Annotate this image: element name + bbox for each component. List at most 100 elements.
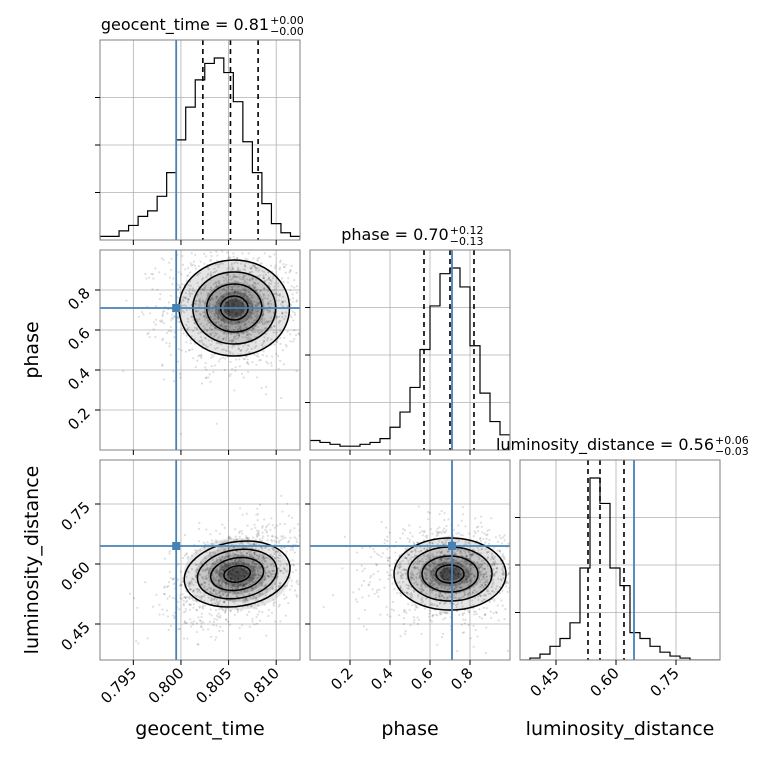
sample-point — [400, 594, 403, 597]
sample-point — [220, 565, 223, 568]
sample-point — [532, 569, 534, 571]
sample-point — [203, 604, 207, 607]
sample-point — [253, 596, 256, 599]
truth-marker — [448, 542, 456, 550]
sample-point — [214, 571, 217, 575]
sample-point — [496, 567, 499, 570]
sample-point — [253, 580, 256, 584]
sample-point — [239, 294, 242, 297]
sample-point — [251, 327, 254, 330]
sample-point — [237, 285, 240, 288]
sample-point — [247, 299, 250, 302]
sample-point — [479, 540, 483, 543]
sample-point — [245, 278, 249, 281]
sample-point — [226, 564, 229, 567]
title-minus: −0.03 — [715, 445, 749, 458]
sample-point — [239, 262, 243, 265]
sample-point — [166, 585, 169, 589]
sample-point — [420, 529, 423, 533]
sample-point — [246, 613, 249, 617]
sample-point — [210, 328, 213, 331]
sample-point — [194, 366, 197, 369]
sample-point — [258, 321, 261, 324]
sample-point — [242, 247, 244, 249]
sample-point — [329, 329, 331, 331]
sample-point — [523, 537, 525, 539]
sample-point — [461, 552, 464, 555]
sample-point — [161, 363, 164, 366]
sample-point — [250, 554, 254, 557]
sample-point — [252, 565, 256, 568]
sample-point — [179, 376, 182, 379]
sample-point — [261, 592, 264, 596]
sample-point — [436, 586, 439, 590]
sample-point — [302, 547, 304, 549]
contour-line — [209, 556, 265, 592]
sample-point — [144, 581, 147, 584]
sample-point — [210, 596, 213, 600]
sample-point — [185, 552, 188, 555]
sample-point — [255, 316, 258, 320]
sample-point — [207, 268, 210, 271]
sample-point — [236, 290, 239, 293]
sample-point — [181, 309, 184, 312]
sample-point — [239, 290, 242, 293]
sample-point — [222, 295, 225, 298]
sample-point — [261, 559, 264, 562]
sample-point — [257, 604, 260, 607]
sample-point — [182, 603, 185, 606]
sample-point — [221, 262, 224, 265]
sample-point — [250, 299, 253, 302]
sample-point — [443, 571, 446, 574]
sample-point — [287, 514, 290, 517]
sample-point — [291, 559, 294, 562]
sample-point — [266, 337, 269, 340]
sample-point — [403, 632, 407, 635]
sample-point — [279, 560, 282, 563]
sample-point — [240, 566, 243, 569]
sample-point — [267, 569, 270, 572]
sample-point — [300, 286, 302, 288]
sample-point — [518, 559, 520, 561]
sample-point — [478, 608, 481, 611]
sample-point — [197, 235, 199, 237]
sample-point — [245, 590, 248, 593]
sample-point — [237, 576, 240, 579]
x-tick-label: 0.4 — [367, 664, 397, 694]
sample-point — [185, 599, 188, 603]
sample-point — [253, 281, 257, 284]
sample-point — [431, 542, 434, 545]
sample-point — [193, 302, 196, 305]
sample-point — [274, 589, 277, 592]
sample-point — [460, 602, 463, 605]
sample-point — [226, 593, 229, 597]
sample-point — [219, 590, 222, 593]
sample-point — [264, 322, 267, 325]
sample-point — [295, 285, 298, 288]
sample-point — [256, 570, 259, 573]
sample-point — [168, 345, 171, 348]
sample-point — [251, 308, 254, 312]
sample-point — [385, 526, 388, 529]
sample-point — [214, 563, 217, 566]
sample-point — [230, 247, 232, 249]
sample-point — [237, 344, 240, 347]
sample-point — [293, 311, 296, 314]
sample-point — [258, 592, 261, 595]
sample-point — [458, 613, 461, 617]
sample-point — [290, 579, 293, 583]
sample-point — [405, 568, 408, 571]
sample-point — [240, 553, 243, 557]
sample-point — [165, 609, 169, 612]
sample-point — [188, 608, 191, 611]
sample-point — [250, 321, 253, 324]
sample-point — [214, 539, 217, 542]
sample-point — [226, 565, 229, 568]
sample-point — [233, 575, 237, 578]
sample-point — [240, 609, 243, 612]
sample-point — [291, 548, 294, 551]
x-tick-label: 0.45 — [526, 664, 562, 700]
sample-point — [245, 582, 248, 585]
sample-point — [222, 288, 225, 291]
sample-point — [254, 526, 257, 530]
